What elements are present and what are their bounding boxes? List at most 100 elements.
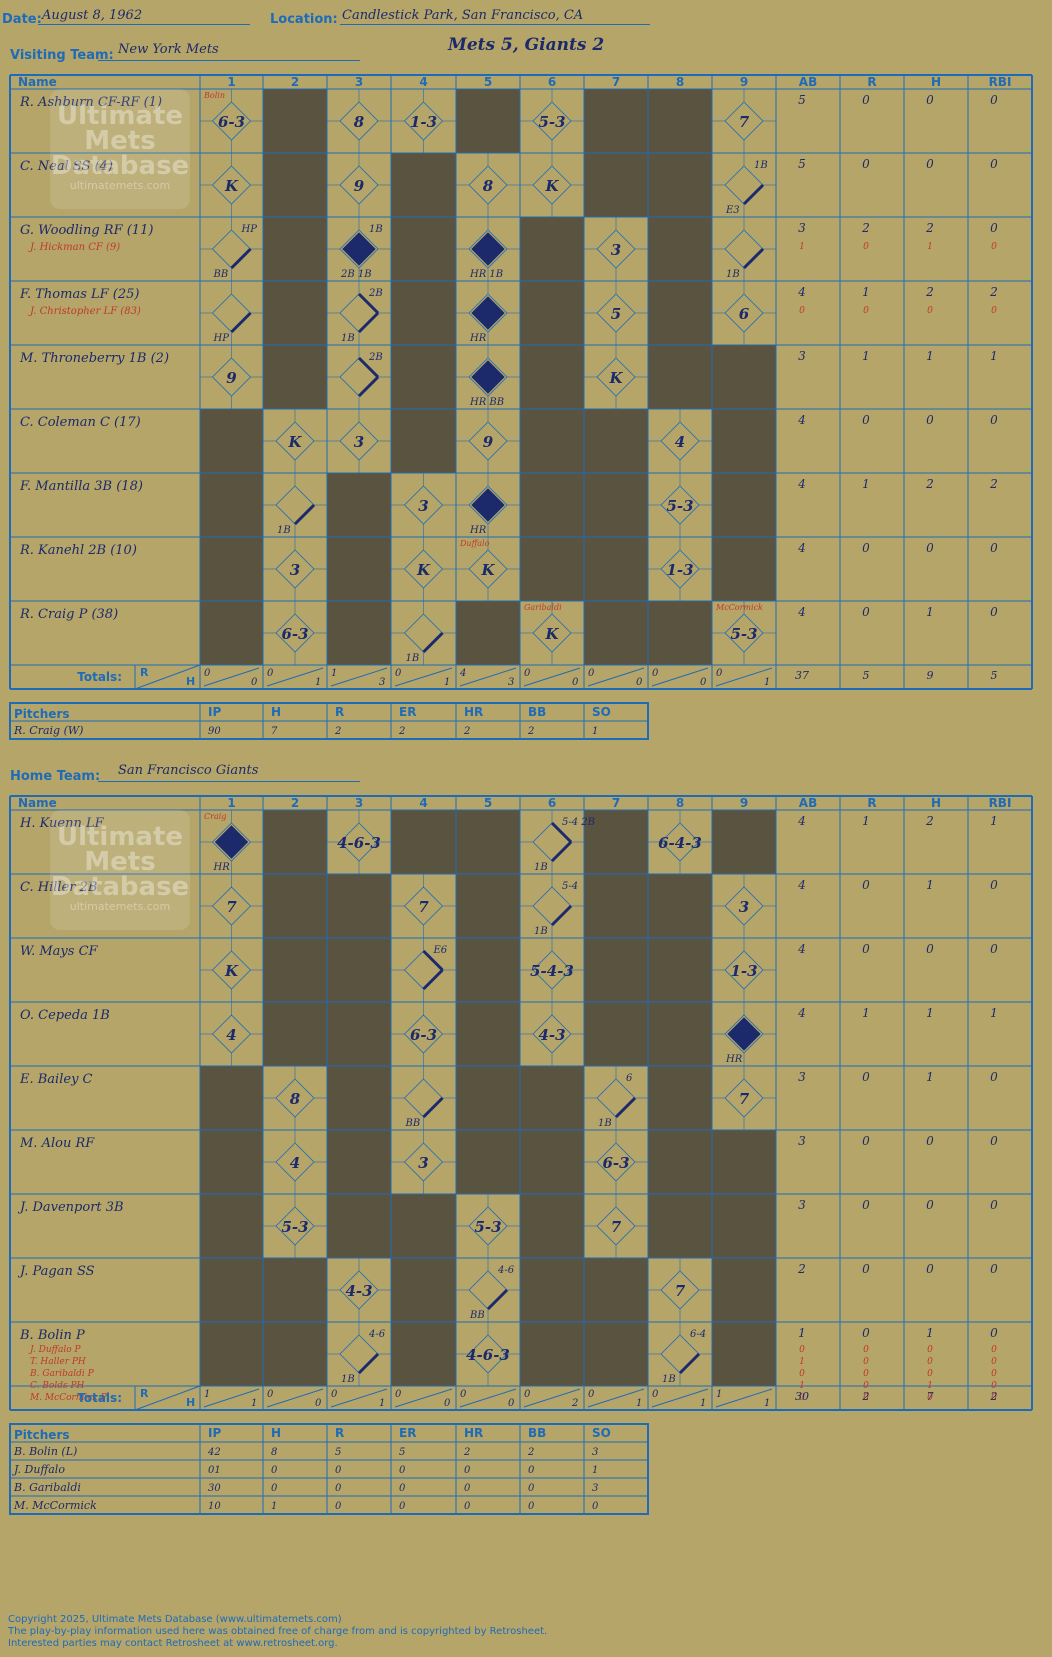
inning-hits: 1 <box>315 677 321 688</box>
basepath-mark <box>486 1288 509 1311</box>
basepath-mark <box>550 904 573 927</box>
shaded-cell <box>456 1130 520 1194</box>
play-result: 1-3 <box>410 113 437 131</box>
shaded-cell <box>391 409 456 473</box>
footer: Copyright 2025, Ultimate Mets Database (… <box>8 1614 547 1650</box>
basepath-mark <box>742 247 765 270</box>
pitching-stat: 2 <box>527 1447 534 1458</box>
shaded-cell <box>391 281 456 345</box>
stat-header: AB <box>799 75 817 89</box>
inning-hits: 1 <box>700 1398 706 1409</box>
batter-stat: 1 <box>990 1006 998 1020</box>
batter-stat: 0 <box>990 1326 998 1340</box>
batter-name: B. Bolin P <box>19 1328 85 1343</box>
pitching-stat-header: H <box>271 1426 281 1440</box>
pitching-stat-header: SO <box>592 705 611 719</box>
play-result: 3 <box>739 898 749 916</box>
shaded-cell <box>456 601 520 665</box>
batter-name: G. Woodling RF (11) <box>20 223 153 238</box>
sub-stat: 0 <box>863 306 869 316</box>
pitching-stat: 30 <box>208 1483 221 1494</box>
shaded-cell <box>520 1130 584 1194</box>
total-stat: 30 <box>795 1390 809 1403</box>
sub-stat: 1 <box>799 1357 805 1367</box>
inning-header: 2 <box>291 796 299 810</box>
shaded-cell <box>584 473 648 537</box>
base-diamond <box>468 1270 508 1310</box>
shaded-cell <box>456 874 520 938</box>
shaded-cell <box>327 1066 391 1130</box>
shaded-cell <box>200 1194 263 1258</box>
watermark-backdrop <box>50 810 190 930</box>
inning-hits: 1 <box>764 677 770 688</box>
runs-label: R <box>140 1387 149 1400</box>
batter-stat: 0 <box>862 1326 870 1340</box>
play-result: 6-3 <box>410 1026 437 1044</box>
sub-stat: 0 <box>799 1345 805 1355</box>
visitors-scorecard: Name 1 2 3 4 5 6 7 8 9 AB R H RBI R. Ashburn CF-RF (1)… <box>9 74 1033 740</box>
batter-name: F. Mantilla 3B (18) <box>19 479 143 494</box>
inning-runs: 0 <box>716 668 723 679</box>
home-team-label: Home Team: <box>10 769 101 784</box>
play-note: 4-6 <box>368 1329 386 1340</box>
sub-stat: 0 <box>863 1393 869 1403</box>
inning-hits: 0 <box>636 677 643 688</box>
batter-stat: 0 <box>862 93 870 107</box>
pitching-stat-header: BB <box>528 1426 546 1440</box>
play-result: 7 <box>739 113 750 131</box>
play-note: 1B <box>534 862 548 873</box>
base-diamond <box>532 822 572 862</box>
play-note: 5-4 2B <box>562 817 595 828</box>
inning-header: 7 <box>612 796 620 810</box>
shaded-cell <box>200 1258 263 1322</box>
totals-label: Totals: <box>77 1391 122 1405</box>
basepath-mark <box>357 311 380 334</box>
shaded-cell <box>200 601 263 665</box>
shaded-cell <box>648 281 712 345</box>
shaded-cell <box>327 938 391 1002</box>
shaded-cell <box>520 281 584 345</box>
play-result: 4-6-3 <box>337 834 381 852</box>
play-result: 4 <box>675 433 685 451</box>
sub-stat: 0 <box>927 1393 933 1403</box>
pitching-stat-header: IP <box>208 1426 221 1440</box>
totals-label: Totals: <box>77 670 122 684</box>
inning-header: 3 <box>355 75 363 89</box>
batter-stat: 3 <box>798 221 806 235</box>
play-result: 1-3 <box>666 561 693 579</box>
shaded-cell <box>648 153 712 217</box>
batter-stat: 4 <box>797 285 806 299</box>
pitcher-name: J. Duffalo <box>12 1463 65 1476</box>
shaded-cell <box>263 217 327 281</box>
sub-stat: 1 <box>799 242 805 252</box>
play-note: 4-6 <box>497 1265 515 1276</box>
pitching-stat: 0 <box>271 1483 278 1494</box>
pitching-stat-header: R <box>335 705 344 719</box>
sub-stat: 0 <box>927 1357 933 1367</box>
shaded-cell <box>584 601 648 665</box>
sub-stat: 0 <box>991 1345 997 1355</box>
run-scored-diamond <box>471 488 505 522</box>
batter-stat: 3 <box>798 1134 806 1148</box>
inning-header: 1 <box>227 75 235 89</box>
shaded-cell <box>712 1130 776 1194</box>
shaded-cell <box>327 1002 391 1066</box>
location-label: Location: <box>270 12 338 27</box>
play-result: 5-3 <box>474 1218 501 1236</box>
play-result: K <box>480 561 495 579</box>
inning-runs: 4 <box>459 668 466 679</box>
batter-stat: 0 <box>990 413 998 427</box>
play-note: 1B <box>662 1374 676 1385</box>
base-diamond <box>339 1334 379 1374</box>
play-result: 5-3 <box>281 1218 308 1236</box>
inning-runs: 0 <box>395 1389 402 1400</box>
inning-runs: 0 <box>524 668 531 679</box>
pitching-stat: 2 <box>334 726 341 737</box>
play-result: 9 <box>354 177 365 195</box>
substitute-name: M. McCormick P <box>29 1393 108 1403</box>
batter-stat: 0 <box>862 157 870 171</box>
shaded-cell <box>648 874 712 938</box>
inning-hits: 2 <box>571 1398 578 1409</box>
batter-stat: 0 <box>990 605 998 619</box>
shaded-cell <box>263 89 327 153</box>
